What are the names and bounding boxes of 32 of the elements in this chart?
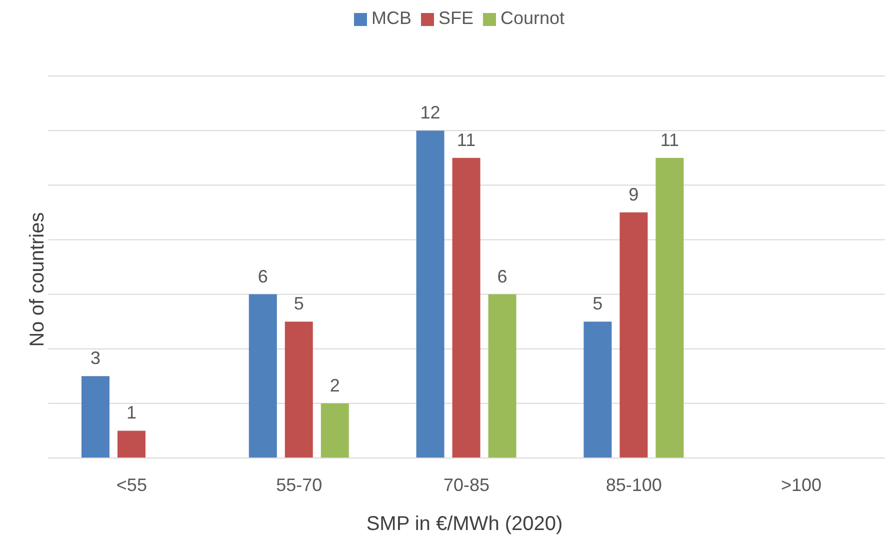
data-label: 11 — [456, 130, 476, 150]
data-label: 1 — [126, 402, 136, 423]
data-label: 5 — [592, 294, 603, 314]
x-tick-label: <55 — [116, 474, 147, 495]
x-axis-title: SMP in €/MWh (2020) — [365, 513, 564, 536]
bar — [656, 158, 684, 458]
legend-label: SFE — [438, 8, 474, 28]
x-tick-label: 70-85 — [443, 474, 490, 495]
bar — [584, 322, 612, 458]
x-tick-label: >100 — [781, 474, 822, 495]
data-label: 5 — [294, 294, 304, 314]
data-label: 12 — [420, 102, 440, 123]
bar — [620, 212, 648, 458]
bar — [488, 294, 516, 458]
bar — [320, 403, 349, 458]
bar — [248, 294, 277, 458]
bar — [117, 430, 146, 458]
bar — [416, 130, 444, 458]
y-axis-title: No of countries — [26, 211, 50, 349]
x-tick-label: 55-70 — [276, 474, 322, 495]
data-label: 9 — [628, 184, 639, 204]
x-tick-label: 85-100 — [606, 474, 662, 495]
bar — [284, 322, 313, 458]
data-label: 2 — [330, 375, 340, 396]
legend-label: MCB — [371, 8, 412, 28]
data-label: 3 — [90, 348, 100, 368]
data-label: 6 — [497, 266, 508, 286]
legend-label: Cournot — [500, 8, 565, 28]
bar — [452, 158, 480, 458]
data-label: 11 — [660, 130, 680, 150]
data-label: 6 — [258, 266, 268, 286]
bar — [81, 376, 110, 458]
